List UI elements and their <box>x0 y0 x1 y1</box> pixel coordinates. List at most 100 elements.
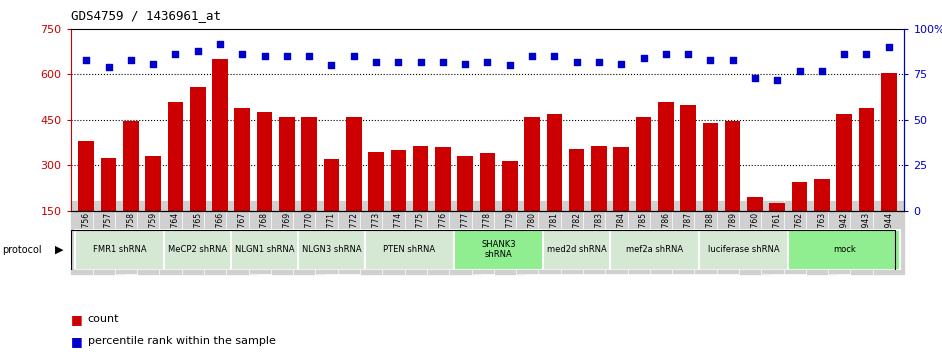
Bar <box>324 159 339 256</box>
Text: mock: mock <box>833 245 855 254</box>
Point <box>636 55 651 61</box>
Bar <box>413 146 429 256</box>
Point <box>814 68 829 74</box>
Point <box>168 52 183 57</box>
Bar <box>792 182 807 256</box>
Bar <box>525 117 540 256</box>
Point <box>146 61 161 66</box>
Bar <box>78 141 94 256</box>
FancyBboxPatch shape <box>454 229 544 270</box>
Bar <box>346 117 362 256</box>
Text: NLGN1 shRNA: NLGN1 shRNA <box>235 245 294 254</box>
Point <box>546 53 561 59</box>
Point <box>747 75 762 81</box>
Text: protocol: protocol <box>2 245 41 254</box>
Point <box>770 77 785 83</box>
Bar <box>658 102 674 256</box>
Point <box>881 44 896 50</box>
Point <box>725 57 740 63</box>
Point <box>613 61 628 66</box>
Text: ■: ■ <box>71 335 82 348</box>
Text: PTEN shRNA: PTEN shRNA <box>383 245 435 254</box>
Bar <box>168 102 183 256</box>
Text: med2d shRNA: med2d shRNA <box>546 245 607 254</box>
FancyBboxPatch shape <box>610 229 699 270</box>
Point <box>414 59 429 65</box>
FancyBboxPatch shape <box>788 229 900 270</box>
Point <box>680 52 695 57</box>
Point <box>836 52 852 57</box>
Text: MeCP2 shRNA: MeCP2 shRNA <box>168 245 227 254</box>
Bar <box>435 147 450 256</box>
Point <box>792 68 807 74</box>
Text: luciferase shRNA: luciferase shRNA <box>708 245 780 254</box>
Bar <box>101 158 117 256</box>
Bar <box>725 121 740 256</box>
Point <box>79 57 94 63</box>
Bar <box>212 59 228 256</box>
Bar <box>235 108 250 256</box>
Text: NLGN3 shRNA: NLGN3 shRNA <box>301 245 362 254</box>
Text: SHANK3
shRNA: SHANK3 shRNA <box>481 240 516 259</box>
Point <box>435 59 450 65</box>
Point <box>190 48 205 54</box>
Bar <box>636 117 651 256</box>
Text: percentile rank within the sample: percentile rank within the sample <box>88 336 275 346</box>
Point <box>235 52 250 57</box>
Bar <box>747 197 763 256</box>
FancyBboxPatch shape <box>75 229 164 270</box>
Bar <box>680 105 696 256</box>
Bar <box>613 147 629 256</box>
Bar <box>368 152 383 256</box>
Text: FMR1 shRNA: FMR1 shRNA <box>93 245 147 254</box>
Text: count: count <box>88 314 119 325</box>
FancyBboxPatch shape <box>231 229 298 270</box>
FancyBboxPatch shape <box>699 229 788 270</box>
Bar <box>502 160 517 256</box>
Bar <box>123 121 138 256</box>
FancyBboxPatch shape <box>544 229 610 270</box>
Bar <box>836 114 852 256</box>
Bar <box>145 156 161 256</box>
FancyBboxPatch shape <box>298 229 365 270</box>
Point <box>280 53 295 59</box>
Point <box>347 53 362 59</box>
Text: ■: ■ <box>71 313 82 326</box>
Bar <box>190 86 205 256</box>
Point <box>592 59 607 65</box>
Bar <box>479 153 495 256</box>
Point <box>391 59 406 65</box>
Point <box>859 52 874 57</box>
Bar <box>881 73 897 256</box>
Bar <box>858 108 874 256</box>
Point <box>658 52 674 57</box>
Point <box>324 62 339 68</box>
Point <box>101 64 116 70</box>
Bar <box>814 179 830 256</box>
Point <box>213 41 228 46</box>
Point <box>502 62 517 68</box>
Bar <box>770 203 785 256</box>
Bar <box>279 117 295 256</box>
Bar <box>569 148 584 256</box>
Point <box>368 59 383 65</box>
Bar <box>458 156 473 256</box>
Bar <box>301 117 317 256</box>
Point <box>479 59 495 65</box>
Point <box>458 61 473 66</box>
Text: ▶: ▶ <box>55 245 63 254</box>
Point <box>569 59 584 65</box>
FancyBboxPatch shape <box>164 229 231 270</box>
Point <box>123 57 138 63</box>
Point <box>301 53 317 59</box>
Bar <box>592 146 607 256</box>
Point <box>703 57 718 63</box>
Bar <box>703 123 718 256</box>
FancyBboxPatch shape <box>365 229 454 270</box>
Text: mef2a shRNA: mef2a shRNA <box>626 245 683 254</box>
Point <box>257 53 272 59</box>
Bar <box>257 112 272 256</box>
Point <box>525 53 540 59</box>
Text: GDS4759 / 1436961_at: GDS4759 / 1436961_at <box>71 9 220 22</box>
Bar <box>391 150 406 256</box>
